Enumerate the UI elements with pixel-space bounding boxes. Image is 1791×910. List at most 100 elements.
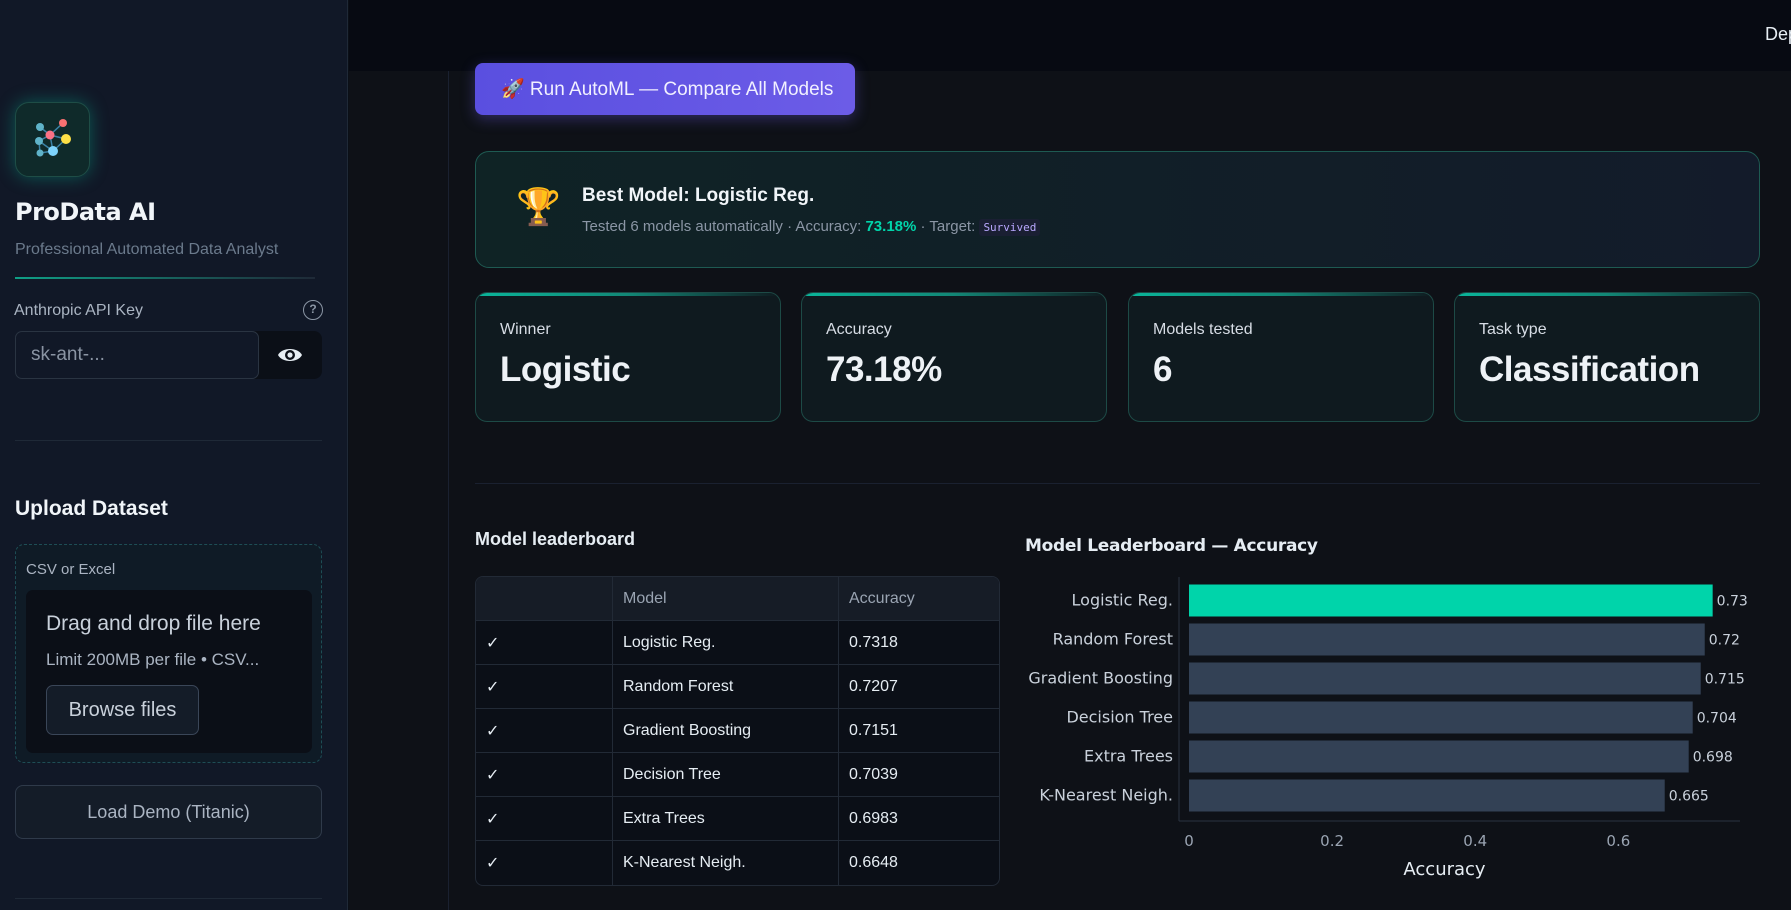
- api-key-field: [15, 331, 322, 379]
- browse-files-button[interactable]: Browse files: [46, 685, 199, 735]
- table-row: ✓ Gradient Boosting 0.7151: [476, 709, 999, 753]
- accuracy-cell: 0.7039: [839, 753, 999, 797]
- metric-label: Task type: [1479, 321, 1547, 338]
- file-uploader: CSV or Excel Drag and drop file here Lim…: [15, 544, 322, 763]
- accuracy-cell: 0.7207: [839, 665, 999, 709]
- model-cell: Extra Trees: [613, 797, 839, 841]
- chart-category-label: Logistic Reg.: [1072, 591, 1173, 610]
- best-accuracy: 73.18%: [865, 218, 917, 235]
- sidebar-divider-bottom: [15, 898, 322, 899]
- chart-bar: [1189, 623, 1705, 656]
- check-cell: ✓: [476, 753, 613, 797]
- accent-divider: [15, 277, 315, 279]
- chart-bar: [1189, 740, 1689, 773]
- table-row: ✓ Logistic Reg. 0.7318: [476, 621, 999, 665]
- help-icon[interactable]: ?: [303, 300, 323, 320]
- accuracy-chart: Model Leaderboard — Accuracy Logistic Re…: [1020, 527, 1760, 887]
- column-header-model[interactable]: Model: [613, 577, 839, 621]
- chart-category-label: Extra Trees: [1084, 747, 1173, 766]
- load-demo-button[interactable]: Load Demo (Titanic): [15, 785, 322, 839]
- chart-data-label: 0.72: [1709, 633, 1740, 649]
- deploy-button[interactable]: Deploy: [1765, 24, 1791, 44]
- best-sub-mid: · Target:: [920, 218, 976, 235]
- table-row: ✓ Extra Trees 0.6983: [476, 797, 999, 841]
- chart-bar: [1189, 584, 1713, 617]
- network-logo-icon: [35, 119, 71, 157]
- model-cell: Random Forest: [613, 665, 839, 709]
- column-header-accuracy[interactable]: Accuracy: [839, 577, 999, 621]
- app-title: ProData AI: [15, 198, 156, 226]
- drop-zone[interactable]: Drag and drop file here Limit 200MB per …: [26, 590, 312, 753]
- eye-icon[interactable]: [277, 343, 303, 367]
- accuracy-cell: 0.6648: [849, 854, 898, 871]
- best-model-title: Best Model: Logistic Reg.: [582, 185, 815, 206]
- accuracy-cell: 0.7151: [839, 709, 999, 753]
- accuracy-cell: 0.7318: [839, 621, 999, 665]
- sidebar-divider: [15, 440, 322, 441]
- check-cell: ✓: [476, 841, 613, 885]
- api-key-input[interactable]: [15, 331, 259, 379]
- metric-card-winner: Winner Logistic: [475, 292, 781, 422]
- sidebar: ProData AI Professional Automated Data A…: [0, 0, 348, 910]
- metric-value: Logistic: [500, 350, 631, 389]
- metric-value: 6: [1153, 350, 1172, 389]
- chart-x-tick-label: 0.4: [1463, 832, 1487, 850]
- best-model-subtitle: Tested 6 models automatically · Accuracy…: [582, 218, 1041, 236]
- metric-label: Models tested: [1153, 321, 1253, 338]
- model-cell: Logistic Reg.: [613, 621, 839, 665]
- metric-card-accuracy: Accuracy 73.18%: [801, 292, 1107, 422]
- check-cell: ✓: [476, 797, 613, 841]
- target-badge: Survived: [979, 219, 1041, 236]
- metric-card-models-tested: Models tested 6: [1128, 292, 1434, 422]
- upload-label: CSV or Excel: [26, 561, 116, 578]
- table-row: ✓ Random Forest 0.7207: [476, 665, 999, 709]
- chart-data-label: 0.698: [1693, 750, 1733, 766]
- chart-category-label: Gradient Boosting: [1028, 669, 1173, 688]
- app-logo: [15, 102, 90, 177]
- run-automl-button[interactable]: 🚀 Run AutoML — Compare All Models: [475, 63, 855, 115]
- trophy-icon: 🏆: [516, 186, 561, 227]
- drop-limit-text: Limit 200MB per file • CSV...: [46, 650, 260, 669]
- chart-x-tick-label: 0: [1184, 832, 1194, 850]
- chart-data-label: 0.715: [1705, 672, 1745, 688]
- metric-value: 73.18%: [826, 350, 942, 389]
- leaderboard-table[interactable]: Model Accuracy ✓ Logistic Reg. 0.7318 ✓ …: [475, 576, 1000, 886]
- best-model-card: 🏆 Best Model: Logistic Reg. Tested 6 mod…: [475, 151, 1760, 268]
- chart-x-tick-label: 0.6: [1606, 832, 1630, 850]
- chart-category-label: Random Forest: [1053, 630, 1173, 649]
- chart-data-label: 0.665: [1669, 789, 1709, 805]
- check-cell: ✓: [476, 709, 613, 753]
- chart-bar: [1189, 662, 1701, 695]
- chart-bar: [1189, 779, 1665, 812]
- table-row: ✓ K-Nearest Neigh. 0.6648: [476, 841, 999, 885]
- app-subtitle: Professional Automated Data Analyst: [15, 241, 279, 258]
- chart-svg: Logistic Reg. 0.73 Random Forest 0.72 Gradie…: [1028, 577, 1748, 880]
- accuracy-cell: 0.6983: [839, 797, 999, 841]
- metric-card-task-type: Task type Classification: [1454, 292, 1760, 422]
- chart-category-label: Decision Tree: [1066, 708, 1173, 727]
- chart-x-tick-label: 0.2: [1320, 832, 1344, 850]
- chart-x-axis-label: Accuracy: [1403, 859, 1486, 880]
- metric-label: Winner: [500, 321, 551, 338]
- chart-data-label: 0.704: [1697, 711, 1737, 727]
- section-divider: [475, 483, 1760, 484]
- model-cell: Gradient Boosting: [613, 709, 839, 753]
- leaderboard-title: Model leaderboard: [475, 529, 636, 549]
- check-cell: ✓: [476, 621, 613, 665]
- check-cell: ✓: [476, 665, 613, 709]
- table-row: ✓ Decision Tree 0.7039: [476, 753, 999, 797]
- model-cell: K-Nearest Neigh.: [613, 841, 839, 885]
- content-edge: [448, 71, 449, 910]
- api-key-label: Anthropic API Key: [14, 302, 143, 319]
- table-header-row: Model Accuracy: [476, 577, 999, 621]
- chart-title: Model Leaderboard — Accuracy: [1025, 536, 1318, 556]
- upload-title: Upload Dataset: [15, 497, 168, 520]
- chart-category-label: K-Nearest Neigh.: [1039, 786, 1173, 805]
- chart-bar: [1189, 701, 1693, 734]
- model-cell: Decision Tree: [613, 753, 839, 797]
- top-bar: Deploy: [349, 0, 1791, 71]
- column-header-index[interactable]: [476, 577, 613, 621]
- metric-value: Classification: [1479, 350, 1700, 389]
- drop-title: Drag and drop file here: [46, 612, 261, 635]
- metric-label: Accuracy: [826, 321, 892, 338]
